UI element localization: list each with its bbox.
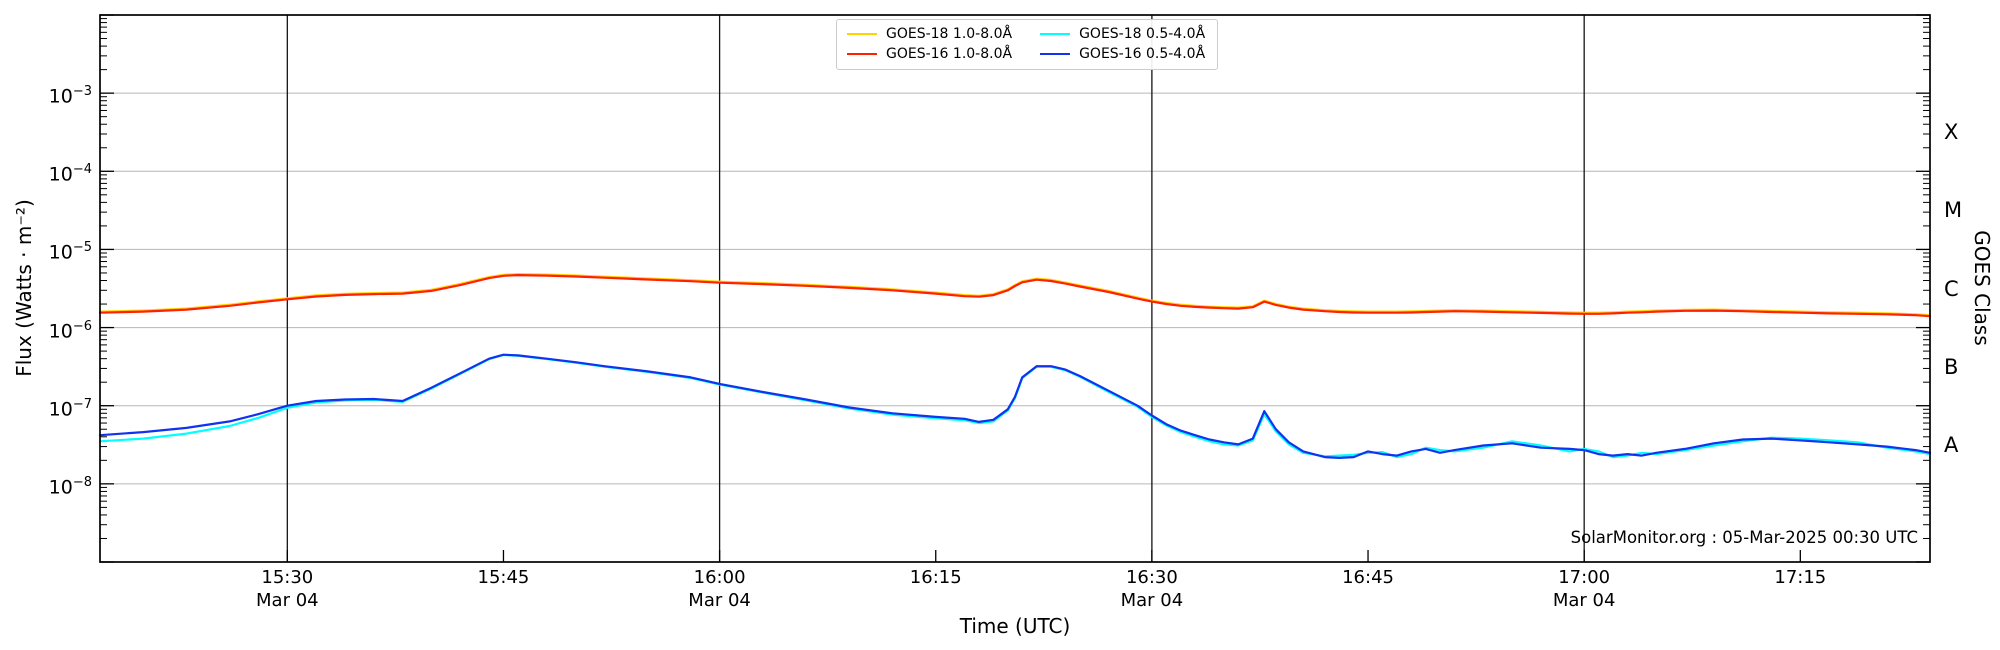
legend-line-swatch [847, 32, 877, 36]
y-axis-label: Flux (Watts · m⁻²) [12, 198, 36, 377]
legend-label: GOES-18 0.5-4.0Å [1079, 26, 1206, 42]
legend-item: GOES-16 0.5-4.0Å [1040, 46, 1205, 62]
legend-item: GOES-18 0.5-4.0Å [1040, 26, 1205, 42]
series-line [98, 274, 1932, 318]
legend-line-swatch [847, 52, 877, 56]
legend-label: GOES-16 0.5-4.0Å [1079, 46, 1206, 62]
legend-line-swatch [1040, 32, 1071, 36]
legend-item: GOES-18 1.0-8.0Å [847, 26, 1012, 42]
series-line [98, 353, 1932, 459]
x-axis-label: Time (UTC) [959, 614, 1071, 638]
legend-line-swatch [1040, 52, 1071, 56]
source-annotation: SolarMonitor.org : 05-Mar-2025 00:30 UTC [1570, 528, 1918, 547]
legend-item: GOES-16 1.0-8.0Å [847, 46, 1012, 62]
goes-class-axis-label: GOES Class [1970, 229, 1994, 346]
legend-label: GOES-16 1.0-8.0Å [886, 46, 1013, 62]
legend: GOES-18 1.0-8.0Å GOES-16 1.0-8.0Å GOES-18 … [836, 19, 1219, 70]
legend-label: GOES-18 1.0-8.0Å [886, 26, 1013, 42]
